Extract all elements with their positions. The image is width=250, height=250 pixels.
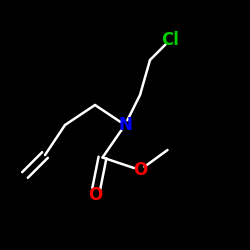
Text: Cl: Cl xyxy=(161,31,179,49)
Text: O: O xyxy=(133,161,147,179)
Text: N: N xyxy=(118,116,132,134)
Text: O: O xyxy=(88,186,102,204)
